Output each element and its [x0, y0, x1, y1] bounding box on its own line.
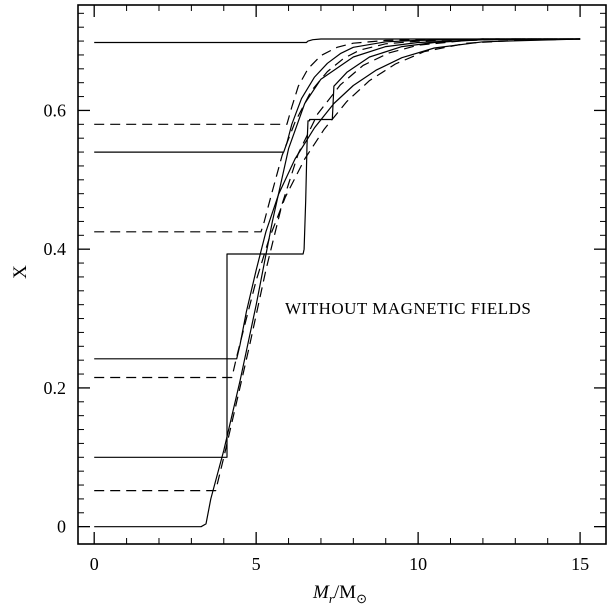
plot-frame: [77, 4, 607, 545]
series-line-8-dashed: [94, 38, 581, 379]
tick-labels: 0 5 10 15 0 0.2 0.4 0.6: [44, 100, 590, 574]
x-tick-label: 0: [90, 554, 99, 574]
x-tick-label: 10: [409, 554, 427, 574]
series-line-7-solid: [94, 38, 581, 360]
annotation-text: WITHOUT MAGNETIC FIELDS: [285, 299, 531, 318]
series-line-6-solid: [94, 38, 581, 458]
series-line-4-solid: [94, 38, 581, 153]
series-line-5-dashed: [94, 38, 581, 233]
y-tick-label: 0: [57, 517, 66, 537]
y-tick-label: 0.4: [44, 239, 67, 259]
x-axis-title: Mr/M⊙: [312, 582, 367, 605]
series-line-3-dashed: [94, 38, 581, 125]
y-tick-label: 0.2: [44, 378, 67, 398]
series-line-1-solid: [94, 38, 581, 528]
y-axis-title: X: [10, 265, 31, 279]
y-tick-label: 0.6: [44, 100, 67, 120]
series-group: [94, 38, 581, 528]
x-tick-label: 15: [571, 554, 589, 574]
x-tick-label: 5: [252, 554, 261, 574]
series-line-9-dashed: [94, 38, 581, 492]
tick-marks: [78, 5, 606, 544]
